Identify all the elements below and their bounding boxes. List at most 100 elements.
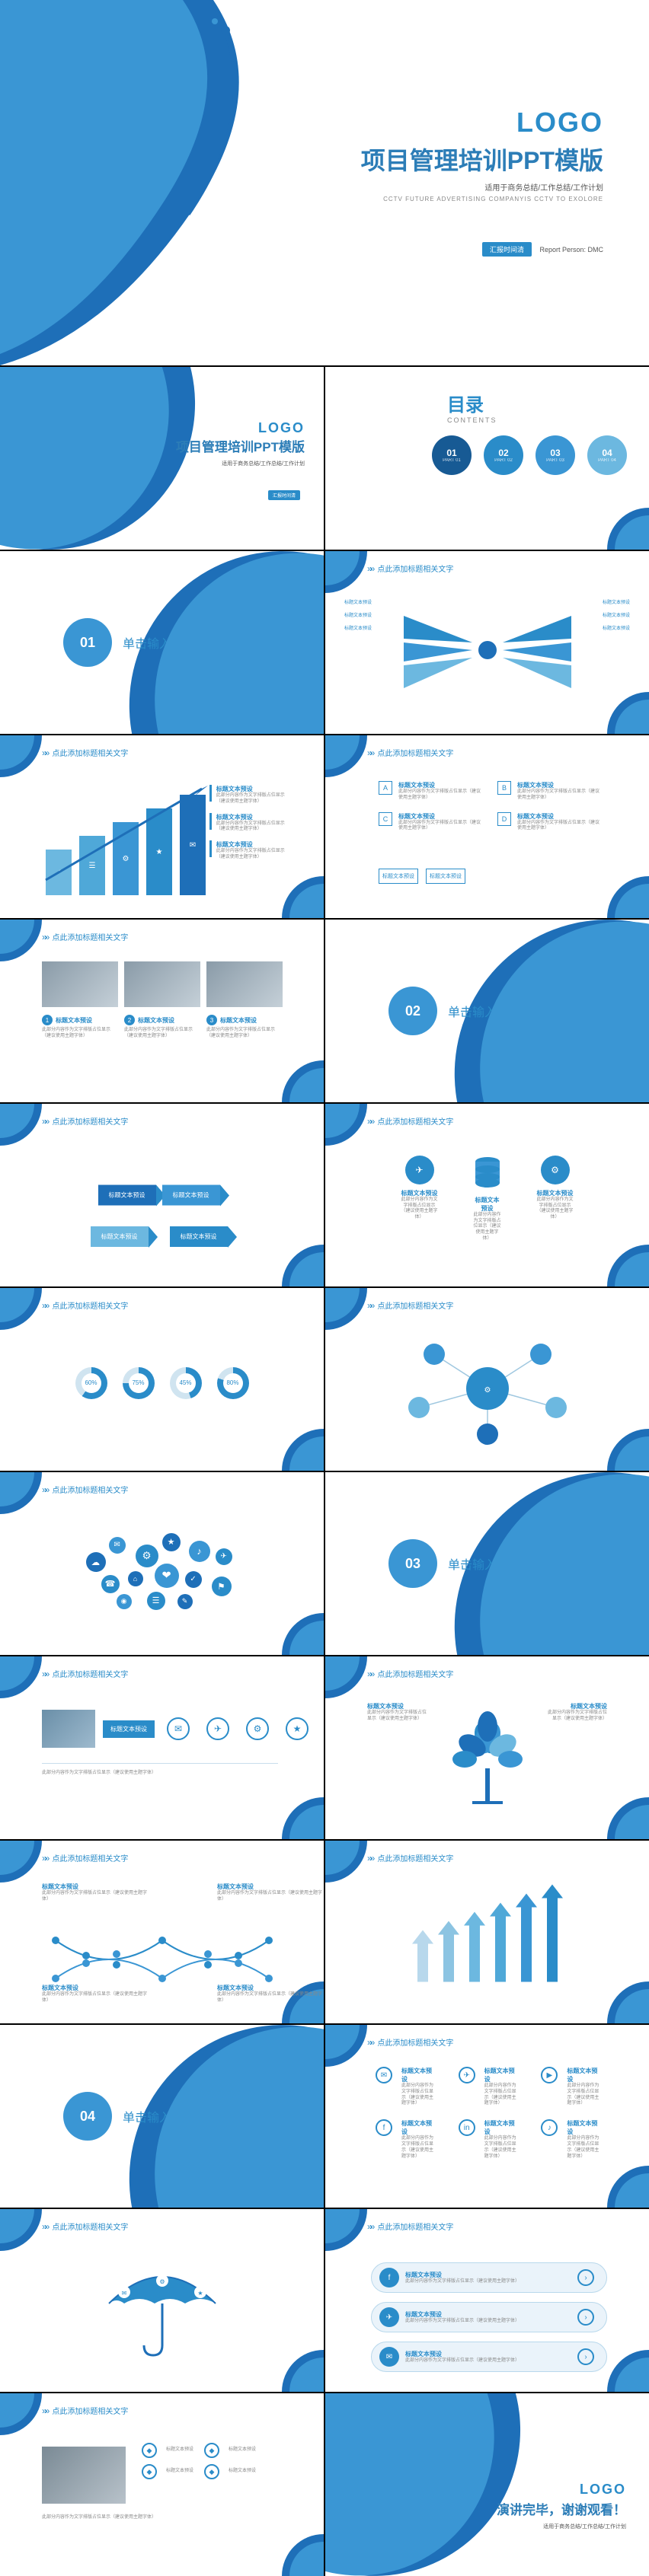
arrow-segment: 标题文本预设	[162, 1185, 220, 1206]
toc-circles: 01PART 01 02PART 02 03PART 03 04PART 04	[432, 435, 627, 475]
breadcrumb-text: 点此添加标题相关文字	[377, 2221, 453, 2232]
corner-decoration	[325, 2025, 367, 2067]
grid-item: C标题文本预设此部分内容作为文字排版占位显示（建议使用主题字体）	[379, 812, 481, 833]
label: 标题文本预设	[473, 1196, 502, 1213]
corner-decoration	[325, 1841, 367, 1883]
label: 标题文本预设	[229, 2469, 256, 2475]
corner-decoration	[0, 920, 42, 961]
chevron-icon: »»	[367, 1116, 372, 1127]
corner-decoration	[607, 1429, 649, 1471]
section-number: 03	[388, 1539, 437, 1588]
label: 标题文本预设	[344, 623, 372, 636]
toc-circle[interactable]: 01PART 01	[432, 435, 472, 475]
tree-slide: »»点此添加标题相关文字 标题文本预设此部分内容作为文字排版占位显示（建议使用主…	[325, 1656, 649, 1839]
hero-subtitle: 适用于商务总结/工作总结/工作计划	[361, 181, 603, 193]
desc: 此部分内容作为文字排版占位显示（建议使用主题字体）	[405, 2279, 567, 2285]
corner-decoration	[325, 1104, 367, 1146]
label: 标题文本预设	[405, 2271, 567, 2279]
breadcrumb-text: 点此添加标题相关文字	[52, 2405, 128, 2416]
chevron-icon: »»	[367, 1300, 372, 1311]
label: 标题文本预设	[603, 597, 630, 610]
contents-slide: 目录 CONTENTS 01PART 0102PART 0203PART 030…	[325, 367, 649, 550]
label: 标题文本预设	[166, 2447, 193, 2453]
corner-decoration	[607, 1797, 649, 1839]
label: 标题文本预设	[344, 610, 372, 623]
desc: 此部分内容作为文字排版占位显示（建议使用主题字体）	[405, 2358, 567, 2364]
ring-icon: ★	[286, 1717, 309, 1740]
breadcrumb-text: 点此添加标题相关文字	[377, 1115, 453, 1127]
breadcrumb-text: 点此添加标题相关文字	[377, 747, 453, 758]
section-number: 04	[63, 2092, 112, 2141]
chevron-icon: »»	[42, 1116, 47, 1127]
end-logo: LOGO	[497, 2482, 626, 2498]
corner-decoration	[607, 1245, 649, 1286]
end-title: 演讲完毕，谢谢观看！	[497, 2499, 626, 2518]
chevron-icon: »»	[42, 1853, 47, 1863]
hero-thumb-slide: LOGO 项目管理培训PPT模版 适用于商务总结/工作总结/工作计划 汇报时间清	[0, 367, 324, 550]
hero-curve-decoration	[0, 0, 320, 365]
cloud-bubble-icon: ☁	[86, 1552, 106, 1572]
chevron-right-icon: ›	[577, 2309, 594, 2326]
section-title: 单击输入标题	[123, 2107, 196, 2125]
section-title: 单击输入标题	[448, 1554, 521, 1573]
toc-circle[interactable]: 03PART 03	[536, 435, 575, 475]
chevron-icon: »»	[42, 1669, 47, 1679]
toc-circle[interactable]: 02PART 02	[484, 435, 523, 475]
label: 标题文本预设	[56, 1016, 92, 1025]
corner-decoration	[325, 1656, 367, 1698]
section-title: 单击输入标题	[448, 1002, 521, 1020]
corner-decoration	[282, 1613, 324, 1655]
breadcrumb-text: 点此添加标题相关文字	[377, 563, 453, 574]
icon-grid-item: ♪标题文本预设此部分内容作为文字排版占位显示（建议使用主题字体）	[536, 2119, 599, 2160]
cloud-bubble-icon: ☎	[101, 1575, 120, 1593]
image-rings-slide: »»点此添加标题相关文字 标题文本预设 ✉ ✈ ⚙ ★ 此部分内容作为文字排版占…	[0, 1656, 324, 1839]
breadcrumb-text: 点此添加标题相关文字	[52, 931, 128, 942]
donut-chart: 60%	[75, 1367, 107, 1399]
svg-text:✉: ✉	[121, 2290, 126, 2297]
ring-icon: ✉	[167, 1717, 190, 1740]
grid-item: A标题文本预设此部分内容作为文字排版占位显示（建议使用主题字体）	[379, 781, 481, 802]
donut-chart: 45%	[170, 1367, 202, 1399]
desc: 此部分内容作为文字排版占位显示（建议使用主题字体）	[546, 1710, 607, 1723]
converge-svg	[388, 601, 587, 700]
desc: 此部分内容作为文字排版占位显示（建议使用主题字体）	[42, 1992, 149, 2004]
desc: 此部分内容作为文字排版占位显示（建议使用主题字体）	[401, 1197, 439, 1221]
cloud-bubble-icon: ✎	[177, 1594, 193, 1609]
section-01-slide: 01 单击输入标题	[0, 551, 324, 734]
toc-circle[interactable]: 04PART 04	[587, 435, 627, 475]
corner-decoration	[282, 1245, 324, 1286]
up-arrow	[464, 1911, 485, 1987]
section-03-slide: 03 单击输入标题	[325, 1472, 649, 1655]
database-icon	[473, 1156, 502, 1188]
chevron-icon: »»	[367, 1853, 372, 1863]
label: 标题文本预设	[166, 2469, 193, 2475]
breadcrumb-text: 点此添加标题相关文字	[52, 1299, 128, 1311]
cloud-bubble-icon: ✉	[109, 1537, 126, 1554]
desc: 此部分内容作为文字排版占位显示（建议使用主题字体）	[206, 1028, 283, 1040]
corner-decoration	[325, 1288, 367, 1330]
icon-grid-item: f标题文本预设此部分内容作为文字排版占位显示（建议使用主题字体）	[371, 2119, 434, 2160]
umbrella-slide: »»点此添加标题相关文字 ✉ ⚙ ★	[0, 2209, 324, 2392]
label: 标题文本预设	[603, 623, 630, 636]
chevron-icon: »»	[367, 2037, 372, 2048]
corner-decoration	[607, 1981, 649, 2023]
svg-text:★: ★	[197, 2290, 203, 2297]
label: 标题文本预设	[220, 1016, 257, 1025]
three-icons-slide: »»点此添加标题相关文字 ✈标题文本预设此部分内容作为文字排版占位显示（建议使用…	[325, 1104, 649, 1286]
arrow-band-slide: »»点此添加标题相关文字 标题文本预设 标题文本预设 标题文本预设 标题文本预设	[0, 1104, 324, 1286]
chevron-icon: »»	[367, 563, 372, 574]
breadcrumb-text: 点此添加标题相关文字	[52, 1668, 128, 1679]
chevron-right-icon: ›	[577, 2269, 594, 2286]
chevron-icon: »»	[367, 2221, 372, 2232]
up-arrow	[542, 1884, 563, 1987]
six-icon-grid-slide: »»点此添加标题相关文字 ✉标题文本预设此部分内容作为文字排版占位显示（建议使用…	[325, 2025, 649, 2208]
cloud-bubble-icon: ★	[162, 1533, 181, 1551]
breadcrumb-text: 点此添加标题相关文字	[52, 747, 128, 758]
desc: 此部分内容作为文字排版占位显示（建议使用主题字体）	[367, 1710, 428, 1723]
hero-slide: LOGO 项目管理培训PPT模版 适用于商务总结/工作总结/工作计划 CCTV …	[0, 0, 649, 365]
ring-icon: ✈	[206, 1717, 229, 1740]
image-placeholder	[206, 961, 283, 1007]
image-placeholder	[42, 1710, 95, 1748]
desc: 此部分内容作为文字排版占位显示（建议使用主题字体）	[216, 849, 293, 861]
desc: 此部分内容作为文字排版占位显示（建议使用主题字体）	[42, 1771, 278, 1777]
